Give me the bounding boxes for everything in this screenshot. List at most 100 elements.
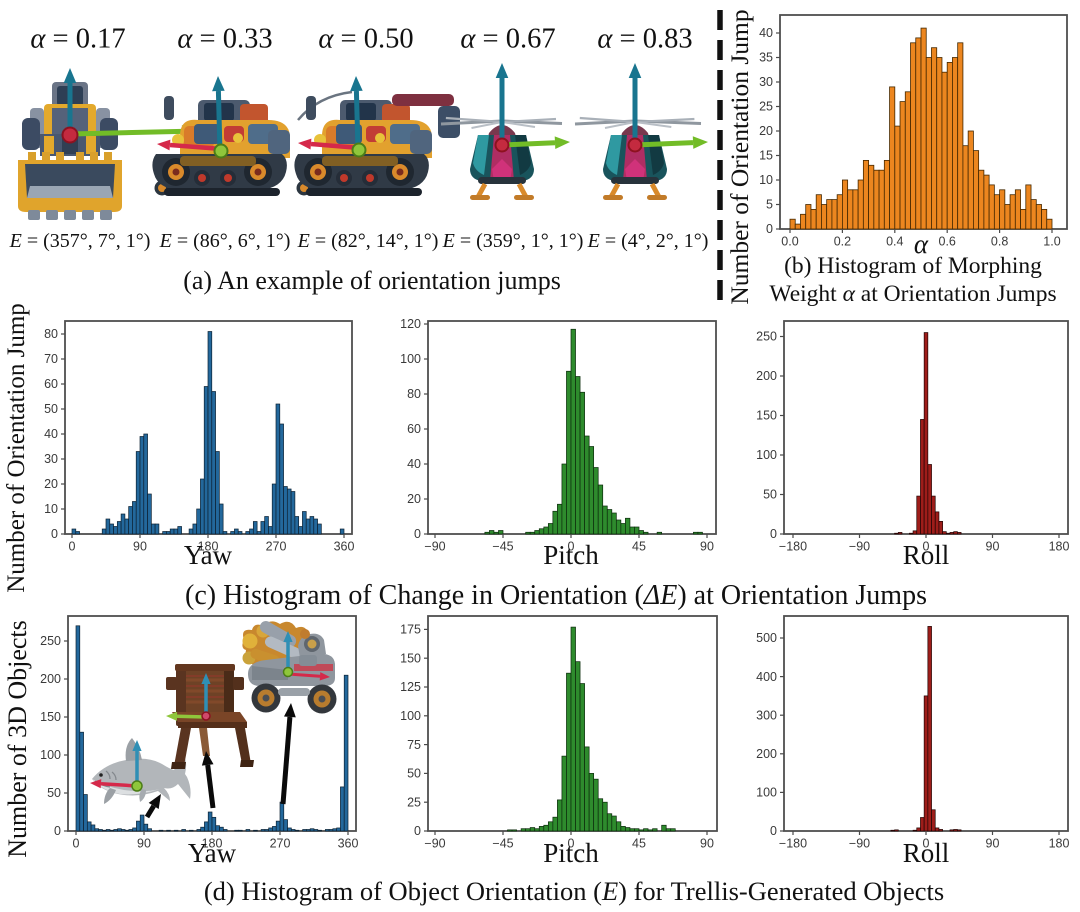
svg-text:150: 150 — [40, 710, 61, 724]
svg-text:0: 0 — [414, 527, 421, 541]
svg-text:45: 45 — [632, 540, 646, 554]
svg-text:−90: −90 — [849, 837, 870, 851]
svg-text:E = (359°, 1°, 1°): E = (359°, 1°, 1°) — [442, 230, 584, 252]
svg-text:200: 200 — [40, 672, 61, 686]
svg-text:70: 70 — [44, 352, 58, 366]
svg-text:25: 25 — [759, 100, 773, 114]
svg-text:180: 180 — [198, 540, 219, 554]
svg-text:10: 10 — [44, 502, 58, 516]
svg-text:Weight α at Orientation Jumps: Weight α at Orientation Jumps — [769, 281, 1056, 307]
svg-text:60: 60 — [44, 377, 58, 391]
svg-text:30: 30 — [44, 452, 58, 466]
svg-text:−90: −90 — [849, 540, 870, 554]
svg-text:200: 200 — [756, 747, 777, 761]
svg-text:Roll: Roll — [903, 540, 950, 570]
svg-text:α = 0.83: α = 0.83 — [597, 24, 692, 55]
svg-text:−90: −90 — [424, 540, 445, 554]
svg-text:−45: −45 — [492, 540, 513, 554]
svg-text:E = (357°, 7°, 1°): E = (357°, 7°, 1°) — [9, 230, 151, 252]
svg-text:50: 50 — [763, 488, 777, 502]
svg-text:25: 25 — [407, 795, 421, 809]
svg-text:45: 45 — [632, 837, 646, 851]
svg-text:Roll: Roll — [903, 838, 950, 868]
svg-text:0: 0 — [414, 824, 421, 838]
svg-text:80: 80 — [44, 327, 58, 341]
svg-text:40: 40 — [407, 457, 421, 471]
svg-text:200: 200 — [756, 369, 777, 383]
svg-text:90: 90 — [700, 837, 714, 851]
svg-text:35: 35 — [759, 51, 773, 65]
svg-text:5: 5 — [766, 198, 773, 212]
svg-text:(a) An example of orientation: (a) An example of orientation jumps — [183, 266, 561, 295]
svg-text:180: 180 — [202, 837, 223, 851]
svg-text:α = 0.17: α = 0.17 — [30, 24, 125, 55]
svg-text:0.6: 0.6 — [939, 235, 956, 249]
svg-text:1.0: 1.0 — [1043, 235, 1060, 249]
svg-text:(c) Histogram of Change in Ori: (c) Histogram of Change in Orientation (… — [185, 580, 927, 611]
svg-text:50: 50 — [44, 402, 58, 416]
svg-text:120: 120 — [400, 317, 421, 331]
svg-text:150: 150 — [400, 651, 421, 665]
svg-text:α = 0.33: α = 0.33 — [177, 24, 272, 55]
svg-text:0: 0 — [923, 837, 930, 851]
svg-text:E = (86°, 6°, 1°): E = (86°, 6°, 1°) — [159, 230, 291, 252]
svg-text:E = (82°, 14°, 1°): E = (82°, 14°, 1°) — [297, 230, 439, 252]
svg-text:400: 400 — [756, 670, 777, 684]
svg-text:−180: −180 — [779, 837, 807, 851]
svg-text:α = 0.67: α = 0.67 — [460, 24, 555, 55]
svg-text:15: 15 — [759, 149, 773, 163]
svg-text:0: 0 — [923, 540, 930, 554]
svg-text:100: 100 — [756, 786, 777, 800]
svg-text:300: 300 — [756, 708, 777, 722]
svg-text:Yaw: Yaw — [184, 540, 233, 570]
svg-text:0: 0 — [766, 222, 773, 236]
svg-text:0: 0 — [568, 540, 575, 554]
svg-text:−180: −180 — [779, 540, 807, 554]
svg-text:0.4: 0.4 — [886, 235, 903, 249]
svg-text:20: 20 — [44, 477, 58, 491]
svg-text:0: 0 — [73, 837, 80, 851]
svg-text:0: 0 — [51, 527, 58, 541]
svg-text:90: 90 — [986, 837, 1000, 851]
svg-text:Number of Orientation Jump: Number of Orientation Jump — [3, 303, 30, 593]
svg-text:100: 100 — [40, 748, 61, 762]
svg-text:360: 360 — [338, 837, 359, 851]
svg-text:180: 180 — [1049, 540, 1070, 554]
svg-text:0: 0 — [69, 540, 76, 554]
svg-text:250: 250 — [756, 330, 777, 344]
svg-text:Number of Orientation Jump: Number of Orientation Jump — [725, 9, 754, 304]
svg-text:175: 175 — [400, 623, 421, 637]
svg-text:360: 360 — [334, 540, 355, 554]
svg-text:40: 40 — [759, 26, 773, 40]
svg-text:90: 90 — [986, 540, 1000, 554]
svg-text:90: 90 — [133, 540, 147, 554]
svg-text:0: 0 — [54, 824, 61, 838]
svg-text:60: 60 — [407, 422, 421, 436]
svg-text:150: 150 — [756, 409, 777, 423]
svg-text:Pitch: Pitch — [543, 540, 599, 570]
svg-text:500: 500 — [756, 631, 777, 645]
svg-text:−45: −45 — [492, 837, 513, 851]
svg-text:−90: −90 — [424, 837, 445, 851]
svg-text:Number of 3D Objects: Number of 3D Objects — [3, 620, 32, 858]
svg-text:α = 0.50: α = 0.50 — [318, 24, 413, 55]
svg-text:20: 20 — [759, 124, 773, 138]
svg-text:125: 125 — [400, 680, 421, 694]
svg-text:180: 180 — [1049, 837, 1070, 851]
svg-text:α: α — [914, 229, 929, 259]
svg-text:0: 0 — [568, 837, 575, 851]
svg-text:0: 0 — [770, 527, 777, 541]
svg-text:80: 80 — [407, 387, 421, 401]
svg-text:Yaw: Yaw — [188, 838, 237, 868]
svg-text:50: 50 — [47, 786, 61, 800]
svg-text:E = (4°, 2°, 1°): E = (4°, 2°, 1°) — [587, 230, 709, 252]
svg-text:250: 250 — [40, 634, 61, 648]
svg-text:270: 270 — [270, 837, 291, 851]
svg-text:(d) Histogram of Object Orient: (d) Histogram of Object Orientation (E) … — [204, 876, 944, 906]
svg-text:100: 100 — [400, 352, 421, 366]
svg-text:40: 40 — [44, 427, 58, 441]
svg-text:0.0: 0.0 — [781, 235, 798, 249]
svg-text:20: 20 — [407, 492, 421, 506]
svg-text:10: 10 — [759, 173, 773, 187]
svg-text:100: 100 — [400, 709, 421, 723]
